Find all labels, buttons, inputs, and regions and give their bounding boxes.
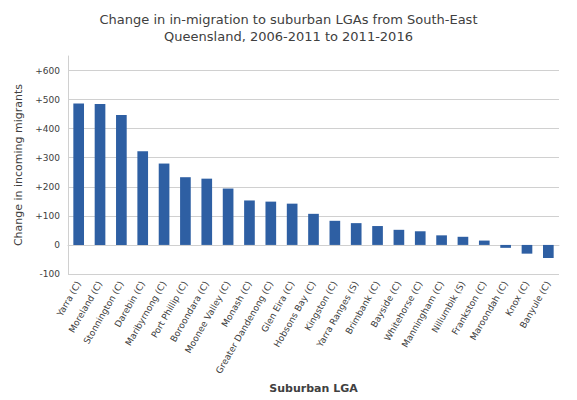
- svg-text:Manningham (C): Manningham (C): [399, 279, 446, 350]
- svg-text:Frankston (C): Frankston (C): [449, 279, 489, 337]
- svg-text:Banyule (C): Banyule (C): [518, 279, 553, 330]
- svg-text:Queensland, 2006-2011 to 2011-: Queensland, 2006-2011 to 2011-2016: [164, 29, 413, 44]
- svg-text:Whitehorse (C): Whitehorse (C): [382, 279, 425, 343]
- svg-text:Knox (C): Knox (C): [503, 279, 532, 318]
- svg-text:Port Phillip (C): Port Phillip (C): [149, 279, 190, 340]
- svg-text:Maroondah (C): Maroondah (C): [468, 279, 510, 343]
- svg-text:0: 0: [54, 240, 60, 250]
- svg-text:Nillumbik (S): Nillumbik (S): [429, 279, 468, 335]
- svg-text:Suburban LGA: Suburban LGA: [269, 382, 358, 395]
- svg-text:Change in incoming migrants: Change in incoming migrants: [12, 84, 25, 246]
- svg-text:Kingston (C): Kingston (C): [302, 279, 340, 333]
- svg-text:-100: -100: [40, 269, 61, 279]
- svg-text:Glen Eira (C): Glen Eira (C): [259, 279, 297, 334]
- svg-text:Yarra (C): Yarra (C): [55, 279, 83, 318]
- svg-text:+200: +200: [35, 182, 60, 192]
- svg-text:Yarra Ranges (S): Yarra Ranges (S): [314, 279, 361, 349]
- svg-text:Monash (C): Monash (C): [219, 279, 254, 329]
- svg-text:Hobsons Bay (C): Hobsons Bay (C): [271, 279, 318, 349]
- svg-text:Change in in-migration to subu: Change in in-migration to suburban LGAs …: [100, 12, 478, 27]
- svg-text:Boroondara (C): Boroondara (C): [168, 279, 212, 344]
- svg-text:Maribyrnong (C): Maribyrnong (C): [123, 279, 169, 348]
- svg-text:Moonee Valley (C): Moonee Valley (C): [183, 279, 233, 355]
- svg-text:Brimbank (C): Brimbank (C): [343, 279, 382, 336]
- svg-text:Bayside (C): Bayside (C): [368, 279, 404, 330]
- svg-text:Stonnington (C): Stonnington (C): [81, 279, 126, 346]
- svg-text:+100: +100: [35, 211, 60, 221]
- svg-text:+600: +600: [35, 66, 60, 76]
- svg-text:Greater Dandenong (C): Greater Dandenong (C): [213, 279, 276, 376]
- svg-text:+500: +500: [35, 95, 60, 105]
- svg-text:+400: +400: [35, 124, 60, 134]
- svg-text:Moreland (C): Moreland (C): [66, 279, 105, 335]
- svg-text:+300: +300: [35, 153, 60, 163]
- svg-text:Darebin (C): Darebin (C): [112, 279, 147, 330]
